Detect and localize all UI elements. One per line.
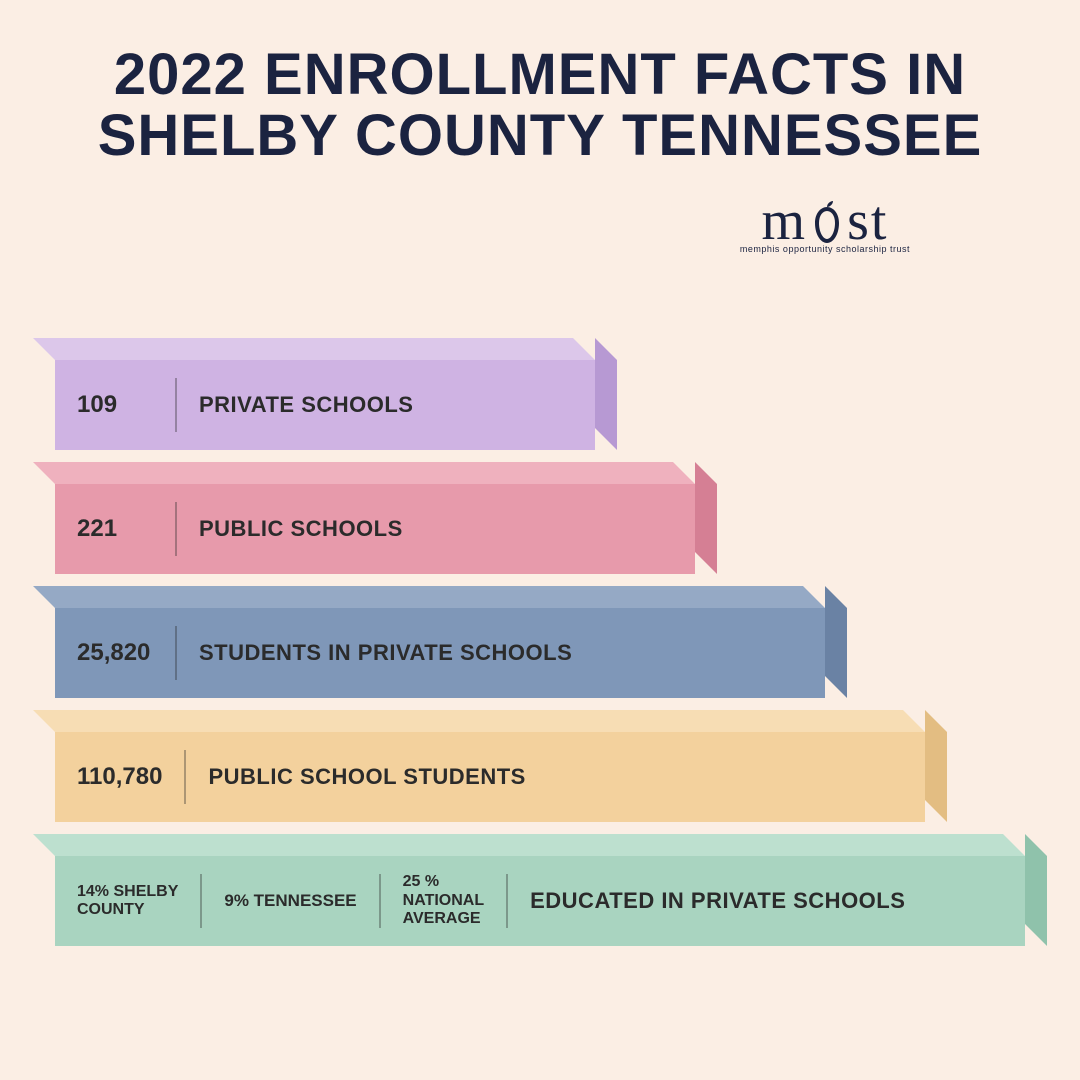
stat-cell: 25,820 (55, 626, 175, 680)
stat-bar: 221PUBLIC SCHOOLS (55, 484, 695, 574)
stat-bar: 14% SHELBY COUNTY9% TENNESSEE25 % NATION… (55, 856, 1025, 946)
bar-front-face: 221PUBLIC SCHOOLS (55, 484, 695, 574)
bar-side-face (825, 586, 847, 676)
stat-cell: 9% TENNESSEE (200, 874, 378, 928)
stat-bar: 110,780PUBLIC SCHOOL STUDENTS (55, 732, 925, 822)
page-title: 2022 ENROLLMENT FACTS IN SHELBY COUNTY T… (70, 45, 1010, 167)
stat-cell: PUBLIC SCHOOLS (175, 502, 425, 556)
stat-cell: 14% SHELBY COUNTY (55, 874, 200, 928)
bar-front-face: 110,780PUBLIC SCHOOL STUDENTS (55, 732, 925, 822)
bar-top-face (55, 586, 825, 608)
stat-cell: STUDENTS IN PRIVATE SCHOOLS (175, 626, 594, 680)
bar-side-face (1025, 834, 1047, 924)
stat-cell: 109 (55, 378, 175, 432)
stat-cell: 25 % NATIONAL AVERAGE (379, 874, 506, 928)
bar-front-face: 109PRIVATE SCHOOLS (55, 360, 595, 450)
logo-wordmark: mst (740, 195, 910, 246)
bar-top-face (55, 710, 925, 732)
bar-front-face: 25,820STUDENTS IN PRIVATE SCHOOLS (55, 608, 825, 698)
bar-side-face (925, 710, 947, 800)
logo-m: m (762, 190, 808, 252)
most-logo: mst memphis opportunity scholarship trus… (740, 195, 910, 254)
bar-side-face (695, 462, 717, 552)
stat-cell: 221 (55, 502, 175, 556)
bar-front-face: 14% SHELBY COUNTY9% TENNESSEE25 % NATION… (55, 856, 1025, 946)
bar-side-face (595, 338, 617, 428)
stat-bar: 109PRIVATE SCHOOLS (55, 360, 595, 450)
stat-cell: PRIVATE SCHOOLS (175, 378, 435, 432)
bar-top-face (55, 462, 695, 484)
stat-bar: 25,820STUDENTS IN PRIVATE SCHOOLS (55, 608, 825, 698)
logo-st: st (847, 190, 888, 252)
stat-cell: 110,780 (55, 750, 184, 804)
bar-top-face (55, 834, 1025, 856)
stat-cell: EDUCATED IN PRIVATE SCHOOLS (506, 874, 927, 928)
apple-icon (807, 201, 847, 252)
bar-top-face (55, 338, 595, 360)
stat-cell: PUBLIC SCHOOL STUDENTS (184, 750, 547, 804)
bar-chart: 109PRIVATE SCHOOLS 221PUBLIC SCHOOLS 25,82… (55, 360, 1045, 980)
